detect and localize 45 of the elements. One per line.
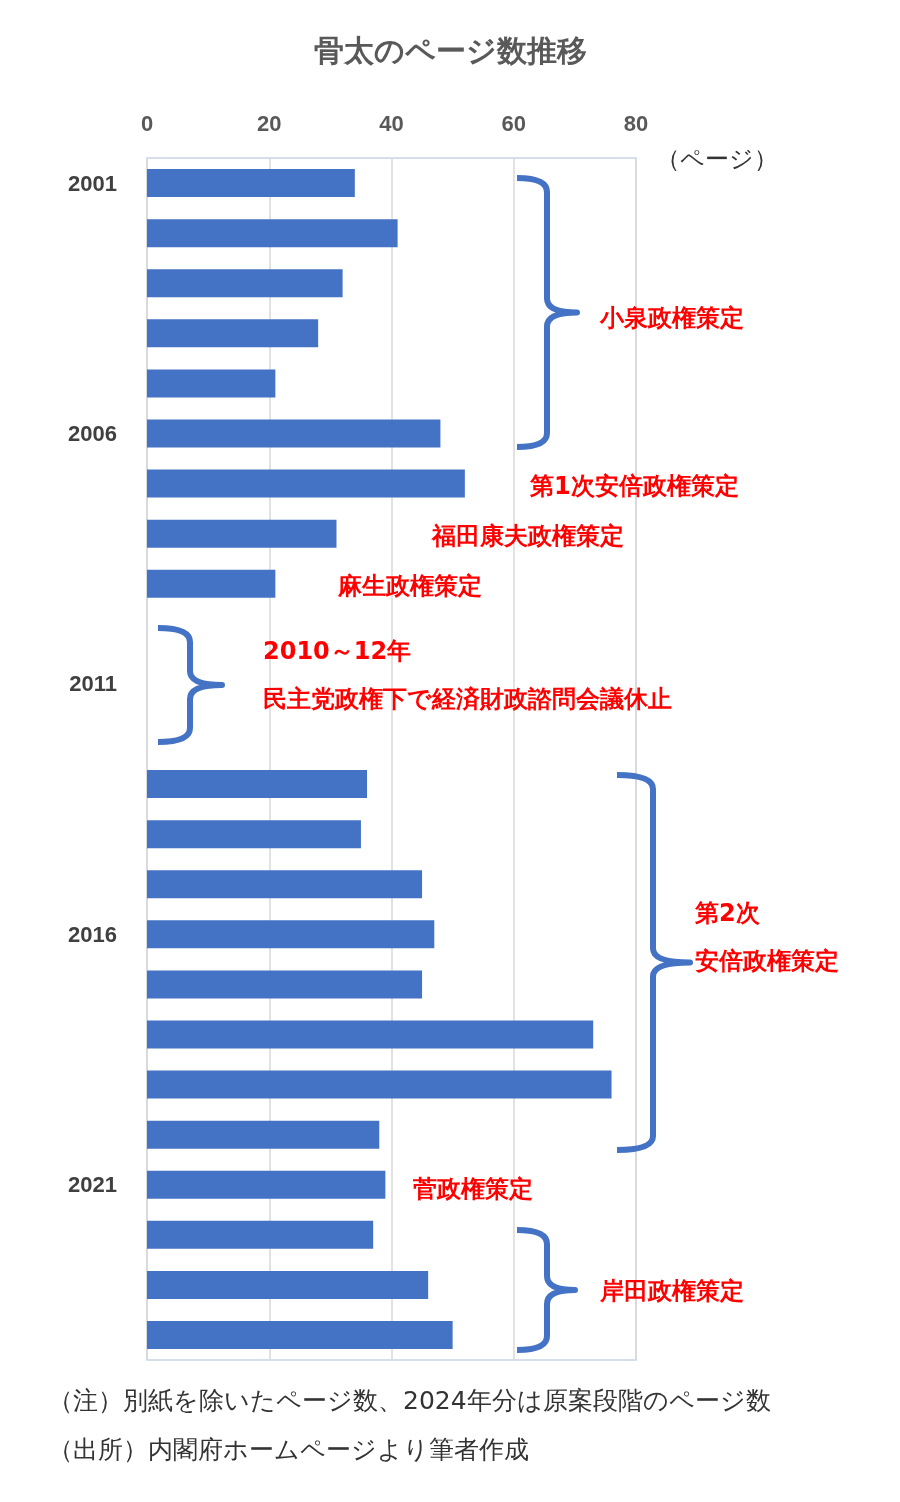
- annotation: 民主党政権下で経済財政諮問会議休止: [263, 684, 672, 715]
- annotation: 小泉政権策定: [600, 303, 744, 334]
- bar: [147, 1320, 453, 1349]
- bar: [147, 269, 343, 298]
- annotation: 福田康夫政権策定: [432, 521, 624, 552]
- bar: [147, 870, 423, 899]
- bar: [147, 970, 423, 999]
- bar: [147, 1220, 374, 1249]
- x-tick-label: 0: [140, 110, 154, 136]
- x-tick-label: 20: [257, 110, 282, 136]
- bar: [147, 1270, 429, 1299]
- chart-title: 骨太のページ数推移: [313, 33, 587, 67]
- y-tick-label: 2016: [68, 921, 117, 947]
- bar: [147, 219, 398, 248]
- bar: [147, 820, 361, 849]
- x-axis-title: （ページ）: [656, 144, 778, 172]
- y-tick-label: 2011: [69, 671, 117, 697]
- bar: [147, 319, 319, 348]
- bar: [147, 369, 276, 398]
- y-tick-label: 2006: [68, 420, 117, 446]
- annotation: 菅政権策定: [413, 1174, 533, 1205]
- bar: [147, 469, 465, 498]
- bar: [147, 1020, 594, 1049]
- y-tick-label: 2021: [68, 1172, 117, 1198]
- text: 安倍政権策定: [695, 946, 839, 977]
- bar: [147, 920, 435, 949]
- bar: [147, 569, 276, 598]
- annotation: 2010～12年: [263, 636, 412, 667]
- annotation: 麻生政権策定: [338, 571, 482, 602]
- bar: [147, 1120, 380, 1149]
- bar: [147, 169, 355, 198]
- bar: [147, 770, 368, 799]
- x-tick-label: 40: [379, 110, 404, 136]
- annotation: 岸田政権策定: [600, 1276, 744, 1307]
- text: （注）別紙を除いたページ数、2024年分は原案段階のページ数: [48, 1385, 771, 1417]
- bar: [147, 1070, 612, 1099]
- bar: [147, 419, 441, 448]
- bar: [147, 519, 337, 548]
- text: 第2次: [695, 898, 760, 929]
- annotation: 第1次安倍政権策定: [530, 471, 739, 502]
- x-tick-label: 60: [501, 110, 526, 136]
- text: （出所）内閣府ホームページより筆者作成: [48, 1434, 529, 1466]
- bar: [147, 1170, 386, 1199]
- x-tick-label: 80: [623, 110, 649, 136]
- y-tick-label: 2001: [68, 170, 117, 196]
